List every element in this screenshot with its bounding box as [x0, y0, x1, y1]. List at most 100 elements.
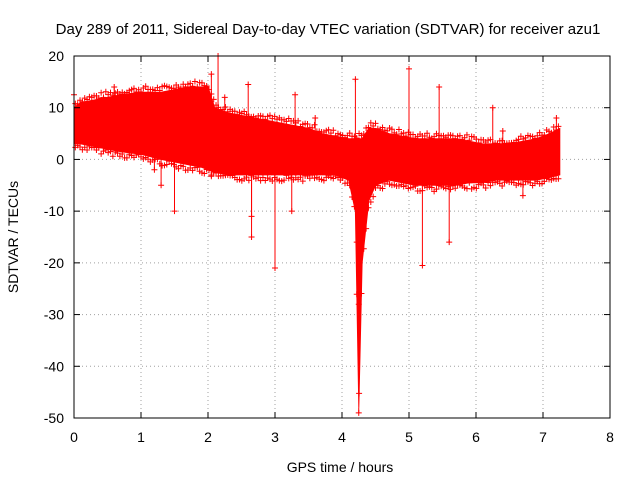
outlier-point	[519, 192, 526, 199]
outlier-point	[288, 208, 295, 215]
y-tick-label: 0	[56, 151, 64, 167]
data-point	[309, 172, 316, 179]
data-point	[487, 182, 494, 189]
outlier-point	[353, 239, 360, 246]
data-point	[548, 129, 555, 136]
data-point	[428, 184, 435, 191]
data-point	[555, 175, 562, 182]
data-point	[367, 199, 374, 206]
data-point	[360, 131, 367, 138]
x-tick-label: 6	[472, 429, 480, 445]
data-point	[349, 194, 356, 201]
outlier-point	[406, 65, 412, 72]
x-tick-label: 7	[539, 429, 547, 445]
outlier-point	[245, 81, 252, 88]
data-point	[138, 88, 144, 95]
data-point	[309, 124, 316, 131]
y-tick-label: -40	[44, 358, 64, 374]
data-point	[365, 204, 372, 211]
data-point	[356, 390, 363, 397]
x-tick-label: 0	[70, 429, 78, 445]
data-point	[100, 94, 107, 101]
outlier-point	[208, 171, 215, 178]
data-point	[142, 83, 149, 90]
data-point	[79, 98, 86, 105]
data-point	[379, 185, 386, 192]
data-point	[189, 83, 196, 90]
data-point	[266, 112, 273, 119]
y-tick-label: -10	[44, 203, 64, 219]
data-point	[353, 134, 360, 141]
data-point	[447, 186, 454, 193]
x-tick-label: 8	[606, 429, 614, 445]
y-tick-label: 20	[48, 48, 64, 64]
data-point	[370, 193, 377, 200]
data-point	[295, 117, 302, 124]
data-point	[541, 131, 548, 138]
data-point	[424, 130, 431, 137]
data-point	[320, 177, 327, 184]
x-axis-label: GPS time / hours	[287, 459, 394, 475]
data-point	[210, 96, 217, 103]
y-axis-label: SDTVAR / TECUs	[5, 181, 21, 293]
data-point	[473, 185, 480, 192]
data-point	[466, 179, 473, 186]
data-point	[123, 154, 130, 161]
data-point	[299, 178, 306, 185]
data-point	[550, 124, 557, 131]
x-tick-label: 3	[271, 429, 279, 445]
data-point	[330, 127, 337, 134]
data-point	[360, 245, 367, 252]
x-tick-label: 4	[338, 429, 346, 445]
x-tick-label: 2	[204, 429, 212, 445]
data-point	[109, 153, 116, 160]
data-point	[456, 132, 463, 139]
outlier-point	[489, 104, 496, 111]
outlier-point	[272, 265, 278, 272]
data-point	[297, 174, 304, 181]
data-point	[372, 120, 379, 127]
data-point	[201, 170, 208, 177]
data-point	[388, 126, 395, 133]
data-point	[353, 291, 360, 298]
data-point	[231, 108, 238, 115]
data-point	[95, 94, 102, 101]
data-point	[243, 174, 250, 181]
data-point	[269, 177, 276, 184]
data-point	[473, 136, 480, 143]
data-point	[222, 103, 229, 110]
data-point	[114, 150, 121, 157]
data-point	[325, 126, 332, 133]
data-point	[194, 83, 201, 90]
outlier-point	[107, 146, 114, 153]
data-point	[463, 131, 470, 138]
data-point	[358, 290, 365, 297]
data-point	[410, 131, 417, 138]
data-point	[281, 177, 288, 184]
y-tick-label: -50	[44, 410, 64, 426]
data-point	[84, 146, 91, 153]
data-point	[365, 124, 372, 131]
data-point	[475, 140, 482, 147]
data-point	[452, 185, 459, 192]
outlier-point	[208, 71, 215, 78]
outlier-point	[446, 239, 453, 246]
data-point	[339, 174, 346, 181]
data-point	[367, 119, 374, 126]
outlier-point	[419, 262, 426, 269]
outlier-point	[362, 208, 369, 215]
data-point	[363, 225, 370, 232]
outlier-point	[553, 115, 560, 122]
outlier-point	[499, 127, 506, 134]
data-point	[180, 163, 187, 170]
data-point	[402, 133, 409, 140]
data-point	[154, 156, 161, 163]
data-point	[466, 137, 473, 144]
data-point	[213, 169, 220, 176]
data-point	[395, 126, 402, 133]
outlier-point	[355, 301, 362, 308]
data-point	[449, 132, 456, 139]
data-point	[311, 121, 318, 128]
data-point	[412, 183, 419, 190]
